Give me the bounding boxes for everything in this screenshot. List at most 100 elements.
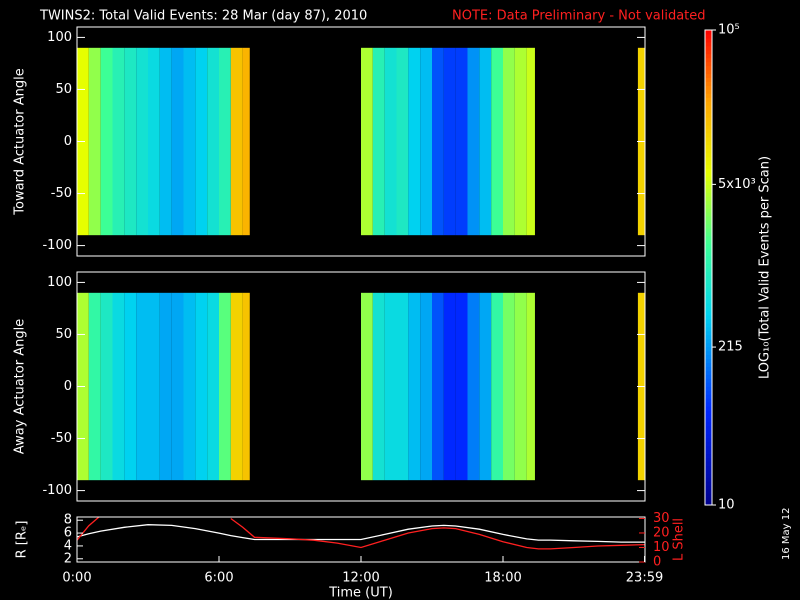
colorbar-step xyxy=(705,382,712,387)
heat-cell xyxy=(183,47,196,236)
heat-cell xyxy=(420,292,432,481)
colorbar-step xyxy=(705,77,712,82)
data-line xyxy=(77,517,645,550)
heat-cell xyxy=(230,47,243,236)
colorbar-step xyxy=(705,61,712,67)
chart-title: TWINS2: Total Valid Events: 28 Mar (day … xyxy=(39,9,367,24)
colorbar-step xyxy=(705,398,712,403)
colorbar-step xyxy=(705,251,712,257)
colorbar-step xyxy=(705,208,712,213)
colorbar-step xyxy=(705,342,712,348)
colorbar-step xyxy=(705,192,712,197)
colorbar-step xyxy=(705,279,712,284)
heat-cell xyxy=(195,292,208,481)
heat-cell xyxy=(219,47,231,236)
colorbar-step xyxy=(705,303,712,308)
heat-cell xyxy=(396,47,409,236)
colorbar-frame xyxy=(704,29,713,506)
colorbar-step xyxy=(705,473,712,478)
colorbar-step xyxy=(705,267,712,272)
note: NOTE: Data Preliminary - Not validated xyxy=(452,9,706,24)
colorbar-step xyxy=(705,437,712,443)
y-tick-label: -50 xyxy=(51,186,72,201)
data-line xyxy=(77,524,645,543)
heat-cell xyxy=(219,292,231,481)
y-tick-label: -100 xyxy=(42,483,72,498)
colorbar-step xyxy=(705,160,712,166)
heat-cell xyxy=(195,47,208,236)
colorbar-step xyxy=(705,144,712,150)
colorbar-step xyxy=(705,188,712,193)
y-tick-label: 50 xyxy=(55,82,72,97)
heat-cell xyxy=(408,292,421,481)
heat-cell xyxy=(242,292,250,481)
x-tick-label: 6:00 xyxy=(204,571,233,586)
y-tick-label: 0 xyxy=(64,134,72,149)
colorbar-step xyxy=(705,410,712,415)
colorbar-label: LOG₁₀(Total Valid Events per Scan) xyxy=(758,156,773,379)
colorbar-step xyxy=(705,374,712,379)
heat-cell xyxy=(396,292,409,481)
colorbar-step xyxy=(705,85,712,90)
y-tick-label: 50 xyxy=(55,327,72,342)
colorbar-step xyxy=(705,212,712,217)
colorbar-step xyxy=(705,53,712,59)
heat-cell xyxy=(183,292,196,481)
colorbar-step xyxy=(705,394,712,399)
colorbar-step xyxy=(705,271,712,276)
heat-cell xyxy=(242,47,250,236)
heat-cell xyxy=(124,47,137,236)
colorbar-step xyxy=(705,326,712,332)
y2-tick-label: 0 xyxy=(653,555,661,570)
colorbar-step xyxy=(705,346,712,352)
colorbar-step xyxy=(705,239,712,245)
heat-cell xyxy=(112,292,125,481)
colorbar-step xyxy=(705,200,712,205)
colorbar-step xyxy=(705,390,712,395)
colorbar-step xyxy=(705,287,712,292)
colorbar-step xyxy=(705,176,712,181)
heat-cell xyxy=(361,292,373,481)
y-axis-label: Toward Actuator Angle xyxy=(13,68,28,215)
colorbar-step xyxy=(705,152,712,158)
heat-cell xyxy=(514,292,527,481)
heat-cell xyxy=(207,292,219,481)
colorbar-step xyxy=(705,81,712,86)
y2-axis-label: L Shell xyxy=(672,518,687,561)
heat-cell xyxy=(443,292,456,481)
colorbar-step xyxy=(705,318,712,324)
colorbar-step xyxy=(705,128,712,134)
colorbar-step xyxy=(705,93,712,98)
colorbar-step xyxy=(705,45,712,51)
colorbar-step xyxy=(705,421,712,427)
colorbar-step xyxy=(705,113,712,118)
colorbar-step xyxy=(705,330,712,336)
heat-cell xyxy=(100,47,113,236)
colorbar-step xyxy=(705,485,712,490)
heat-cell xyxy=(88,292,101,481)
heat-cell xyxy=(526,292,535,481)
heat-cell xyxy=(479,292,492,481)
colorbar-step xyxy=(705,433,712,439)
colorbar-step xyxy=(705,117,712,122)
colorbar-step xyxy=(705,125,712,130)
colorbar-step xyxy=(705,223,712,229)
colorbar-step xyxy=(705,449,712,455)
colorbar-step xyxy=(705,457,712,462)
colorbar-step xyxy=(705,255,712,261)
colorbar-step xyxy=(705,378,712,383)
heat-cell xyxy=(455,292,468,481)
y-tick-label: 4 xyxy=(64,538,72,553)
y2-tick-label: 20 xyxy=(653,525,670,540)
colorbar-step xyxy=(705,295,712,300)
heat-cell xyxy=(88,47,101,236)
colorbar-step xyxy=(705,366,712,371)
colorbar-step xyxy=(705,263,712,268)
heat-cell xyxy=(159,292,172,481)
colorbar-step xyxy=(705,65,712,71)
colorbar-step xyxy=(705,227,712,233)
x-tick-label: 23:59 xyxy=(626,571,663,586)
colorbar-step xyxy=(705,168,712,173)
heat-cell xyxy=(408,47,421,236)
heat-cell xyxy=(171,47,184,236)
